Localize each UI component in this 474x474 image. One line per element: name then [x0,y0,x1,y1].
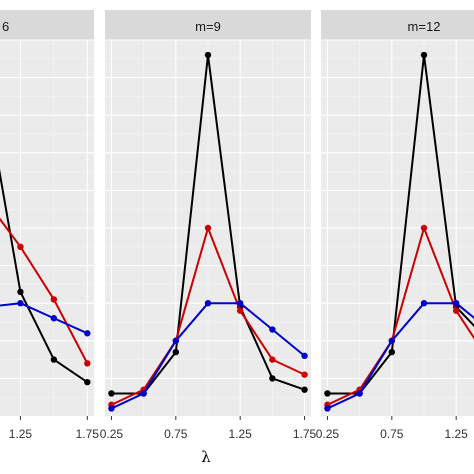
x-tick-label: 0.25 [100,427,124,441]
data-point-blue [324,405,331,412]
data-point-blue [50,315,58,322]
data-point-blue [84,330,91,337]
data-point-black [204,51,212,59]
data-point-blue [236,300,244,307]
x-axis-title: λ [201,448,211,466]
data-point-black [420,51,428,59]
data-point-blue [108,405,115,412]
data-point-blue [356,390,363,397]
x-tick-label: 0.25 [316,427,340,441]
data-point-black [108,390,115,397]
x-tick-label: 0.75 [380,427,404,441]
data-point-black [84,378,91,386]
data-point-red [17,243,24,250]
data-point-blue [172,337,180,344]
data-point-red [269,356,276,363]
series-line-blue [0,302,88,335]
panel-plot-area [0,39,94,416]
data-point-blue [269,326,276,333]
data-point-black [17,288,24,296]
panel-3: m=12 0.25 0.75 1.25 [316,10,474,441]
data-point-blue [140,390,147,397]
data-point-blue [420,300,428,307]
data-point-black [269,375,276,382]
facet-strip-label: 6 [2,19,9,34]
data-point-red [301,371,308,378]
facet-strip-label: m=9 [195,19,221,34]
data-point-blue [452,300,460,307]
data-point-red [84,360,91,367]
panel-plot-area [105,39,311,416]
panel-1: 6 1.25 1.75 [0,10,99,441]
data-point-blue [204,300,212,307]
facet-strip [0,10,94,40]
panel-plot-area [321,39,474,416]
facet-strip [105,10,311,40]
data-point-red [452,307,460,314]
facet-strip [321,10,474,40]
data-point-red [236,307,244,314]
x-tick-label: 0.75 [164,427,188,441]
data-point-red [50,296,58,303]
data-point-red [420,224,428,232]
panel-2: m=9 0.25 0.75 1.25 1.75 [100,10,317,441]
x-tick-label: 1.25 [445,427,469,441]
data-point-red [204,224,212,232]
x-tick-label: 1.75 [76,427,100,441]
series-line-black [0,168,88,383]
x-tick-label: 1.25 [9,427,33,441]
data-point-blue [388,337,396,344]
data-point-blue [17,300,24,307]
data-point-blue [301,352,308,360]
data-point-black [301,386,308,393]
series-line-red [0,217,89,364]
panels-layer: 6 1.25 1.75 m=9 0.25 0.75 1.25 1.75 m=12 0.25 0.75… [0,10,474,441]
data-point-black [50,356,58,363]
data-point-black [324,390,331,397]
facet-strip-label: m=12 [408,19,441,34]
data-point-black [172,348,180,356]
x-tick-label: 1.25 [229,427,253,441]
x-tick-label: 1.75 [293,427,317,441]
data-point-black [388,348,396,356]
